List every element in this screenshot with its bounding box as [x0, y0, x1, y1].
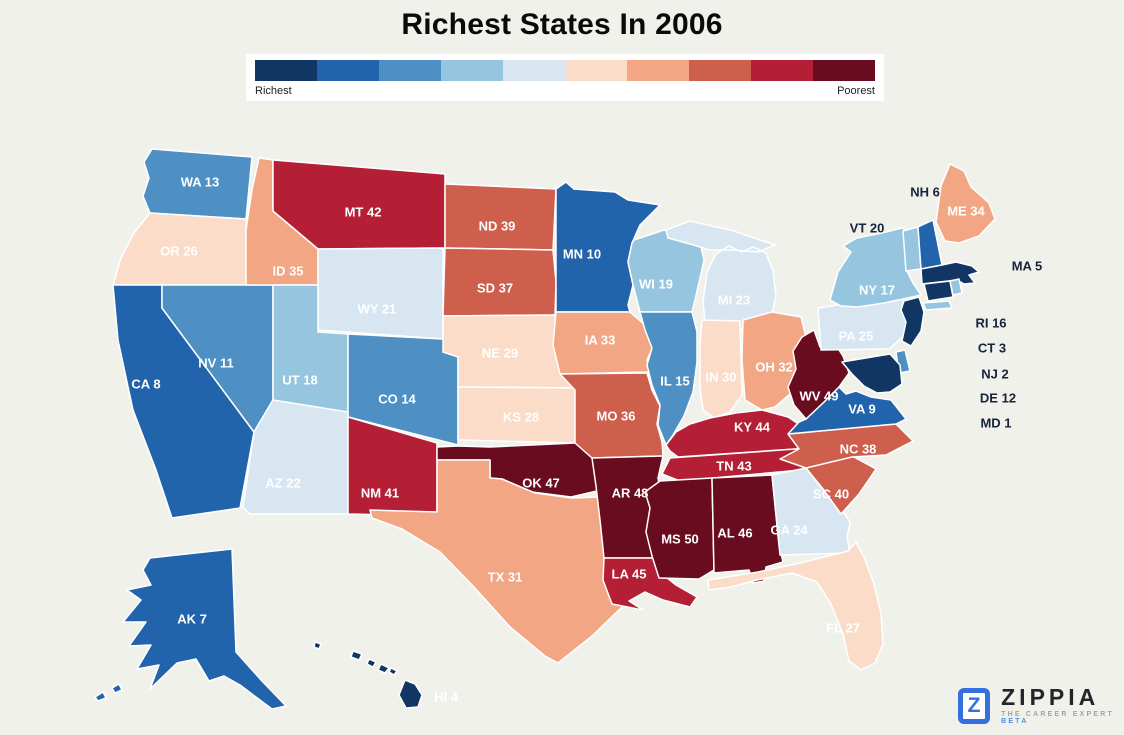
legend-swatch-10	[813, 60, 875, 81]
state-label-IL: IL 15	[660, 373, 689, 388]
legend-swatch-4	[441, 60, 503, 81]
state-label-HI: HI 4	[434, 689, 459, 704]
state-label-NM: NM 41	[361, 485, 399, 500]
state-label-AL: AL 46	[717, 525, 752, 540]
state-label-SD: SD 37	[477, 280, 513, 295]
state-FL[interactable]	[707, 541, 884, 671]
zippia-brand: ZIPPIA	[1001, 684, 1100, 710]
state-WY[interactable]	[317, 247, 444, 340]
state-label-AZ: AZ 22	[265, 475, 300, 490]
legend-label-poorest: Poorest	[837, 85, 875, 97]
state-label-FL: FL 27	[826, 620, 860, 635]
state-label-AK: AK 7	[177, 611, 207, 626]
state-label-MA: MA 5	[1012, 258, 1043, 273]
legend-swatch-7	[627, 60, 689, 81]
zippia-tagline: THE CAREER EXPERT BETA	[1001, 711, 1114, 725]
state-label-GA: GA 24	[770, 522, 808, 537]
state-AK[interactable]	[94, 548, 287, 710]
zippia-logo: Z ZIPPIA THE CAREER EXPERT BETA	[958, 686, 1124, 725]
state-MS[interactable]	[644, 477, 715, 580]
state-label-NH: NH 6	[910, 184, 940, 199]
state-label-OR: OR 26	[160, 243, 198, 258]
beta-badge: BETA	[1001, 718, 1029, 725]
state-label-CT: CT 3	[978, 340, 1006, 355]
state-label-NV: NV 11	[198, 355, 233, 370]
state-label-IN: IN 30	[705, 369, 736, 384]
state-HI[interactable]	[313, 641, 423, 709]
state-label-MD: MD 1	[980, 415, 1011, 430]
state-label-ND: ND 39	[479, 218, 516, 233]
legend-swatch-8	[689, 60, 751, 81]
legend-swatch-9	[751, 60, 813, 81]
state-NC[interactable]	[779, 423, 914, 469]
state-ND[interactable]	[444, 183, 557, 251]
state-label-KY: KY 44	[734, 419, 771, 434]
state-ME[interactable]	[935, 163, 996, 244]
state-NJ[interactable]	[900, 296, 925, 347]
state-label-LA: LA 45	[612, 566, 647, 581]
state-label-NE: NE 29	[482, 345, 518, 360]
state-label-NC: NC 38	[840, 441, 877, 456]
state-label-WA: WA 13	[181, 174, 220, 189]
state-CT[interactable]	[923, 280, 954, 302]
state-WA[interactable]	[142, 148, 253, 220]
legend-swatch-3	[379, 60, 441, 81]
state-label-NJ: NJ 2	[981, 366, 1008, 381]
state-label-DE: DE 12	[980, 390, 1016, 405]
state-label-MI: MI 23	[718, 292, 751, 307]
legend-label-richest: Richest	[255, 85, 292, 97]
state-label-MT: MT 42	[345, 204, 382, 219]
legend: Richest Poorest	[246, 54, 884, 101]
state-label-OH: OH 32	[755, 359, 793, 374]
state-label-PA: PA 25	[839, 328, 874, 343]
state-MO[interactable]	[559, 372, 664, 459]
legend-swatch-6	[565, 60, 627, 81]
state-label-TN: TN 43	[716, 458, 751, 473]
state-RI[interactable]	[949, 278, 963, 296]
page-title: Richest States In 2006	[401, 8, 723, 41]
legend-swatch-1	[255, 60, 317, 81]
state-label-VT: VT 20	[850, 220, 885, 235]
state-label-MO: MO 36	[596, 408, 635, 423]
state-label-WY: WY 21	[358, 301, 397, 316]
legend-labels: Richest Poorest	[255, 85, 875, 97]
state-label-TX: TX 31	[488, 569, 523, 584]
state-label-WI: WI 19	[639, 276, 673, 291]
state-label-WV: WV 49	[799, 388, 838, 403]
state-label-AR: AR 48	[612, 485, 649, 500]
state-label-MN: MN 10	[563, 246, 601, 261]
state-label-VA: VA 9	[848, 401, 875, 416]
state-label-MS: MS 50	[661, 531, 699, 546]
state-label-CA: CA 8	[131, 376, 160, 391]
legend-swatch-5	[503, 60, 565, 81]
zippia-logo-icon: Z	[958, 687, 991, 724]
state-label-UT: UT 18	[282, 372, 317, 387]
state-label-IA: IA 33	[585, 332, 616, 347]
state-MD[interactable]	[841, 353, 903, 394]
state-label-RI: RI 16	[975, 315, 1006, 330]
state-label-NY: NY 17	[859, 282, 895, 297]
state-AZ[interactable]	[242, 399, 349, 515]
state-MN[interactable]	[555, 181, 661, 313]
state-label-ID: ID 35	[272, 263, 303, 278]
legend-swatch-2	[317, 60, 379, 81]
state-label-ME: ME 34	[947, 203, 985, 218]
state-label-KS: KS 28	[503, 409, 539, 424]
state-label-CO: CO 14	[378, 391, 416, 406]
state-label-SC: SC 40	[813, 486, 849, 501]
legend-gradient-bar	[255, 60, 875, 81]
state-label-OK: OK 47	[522, 475, 560, 490]
